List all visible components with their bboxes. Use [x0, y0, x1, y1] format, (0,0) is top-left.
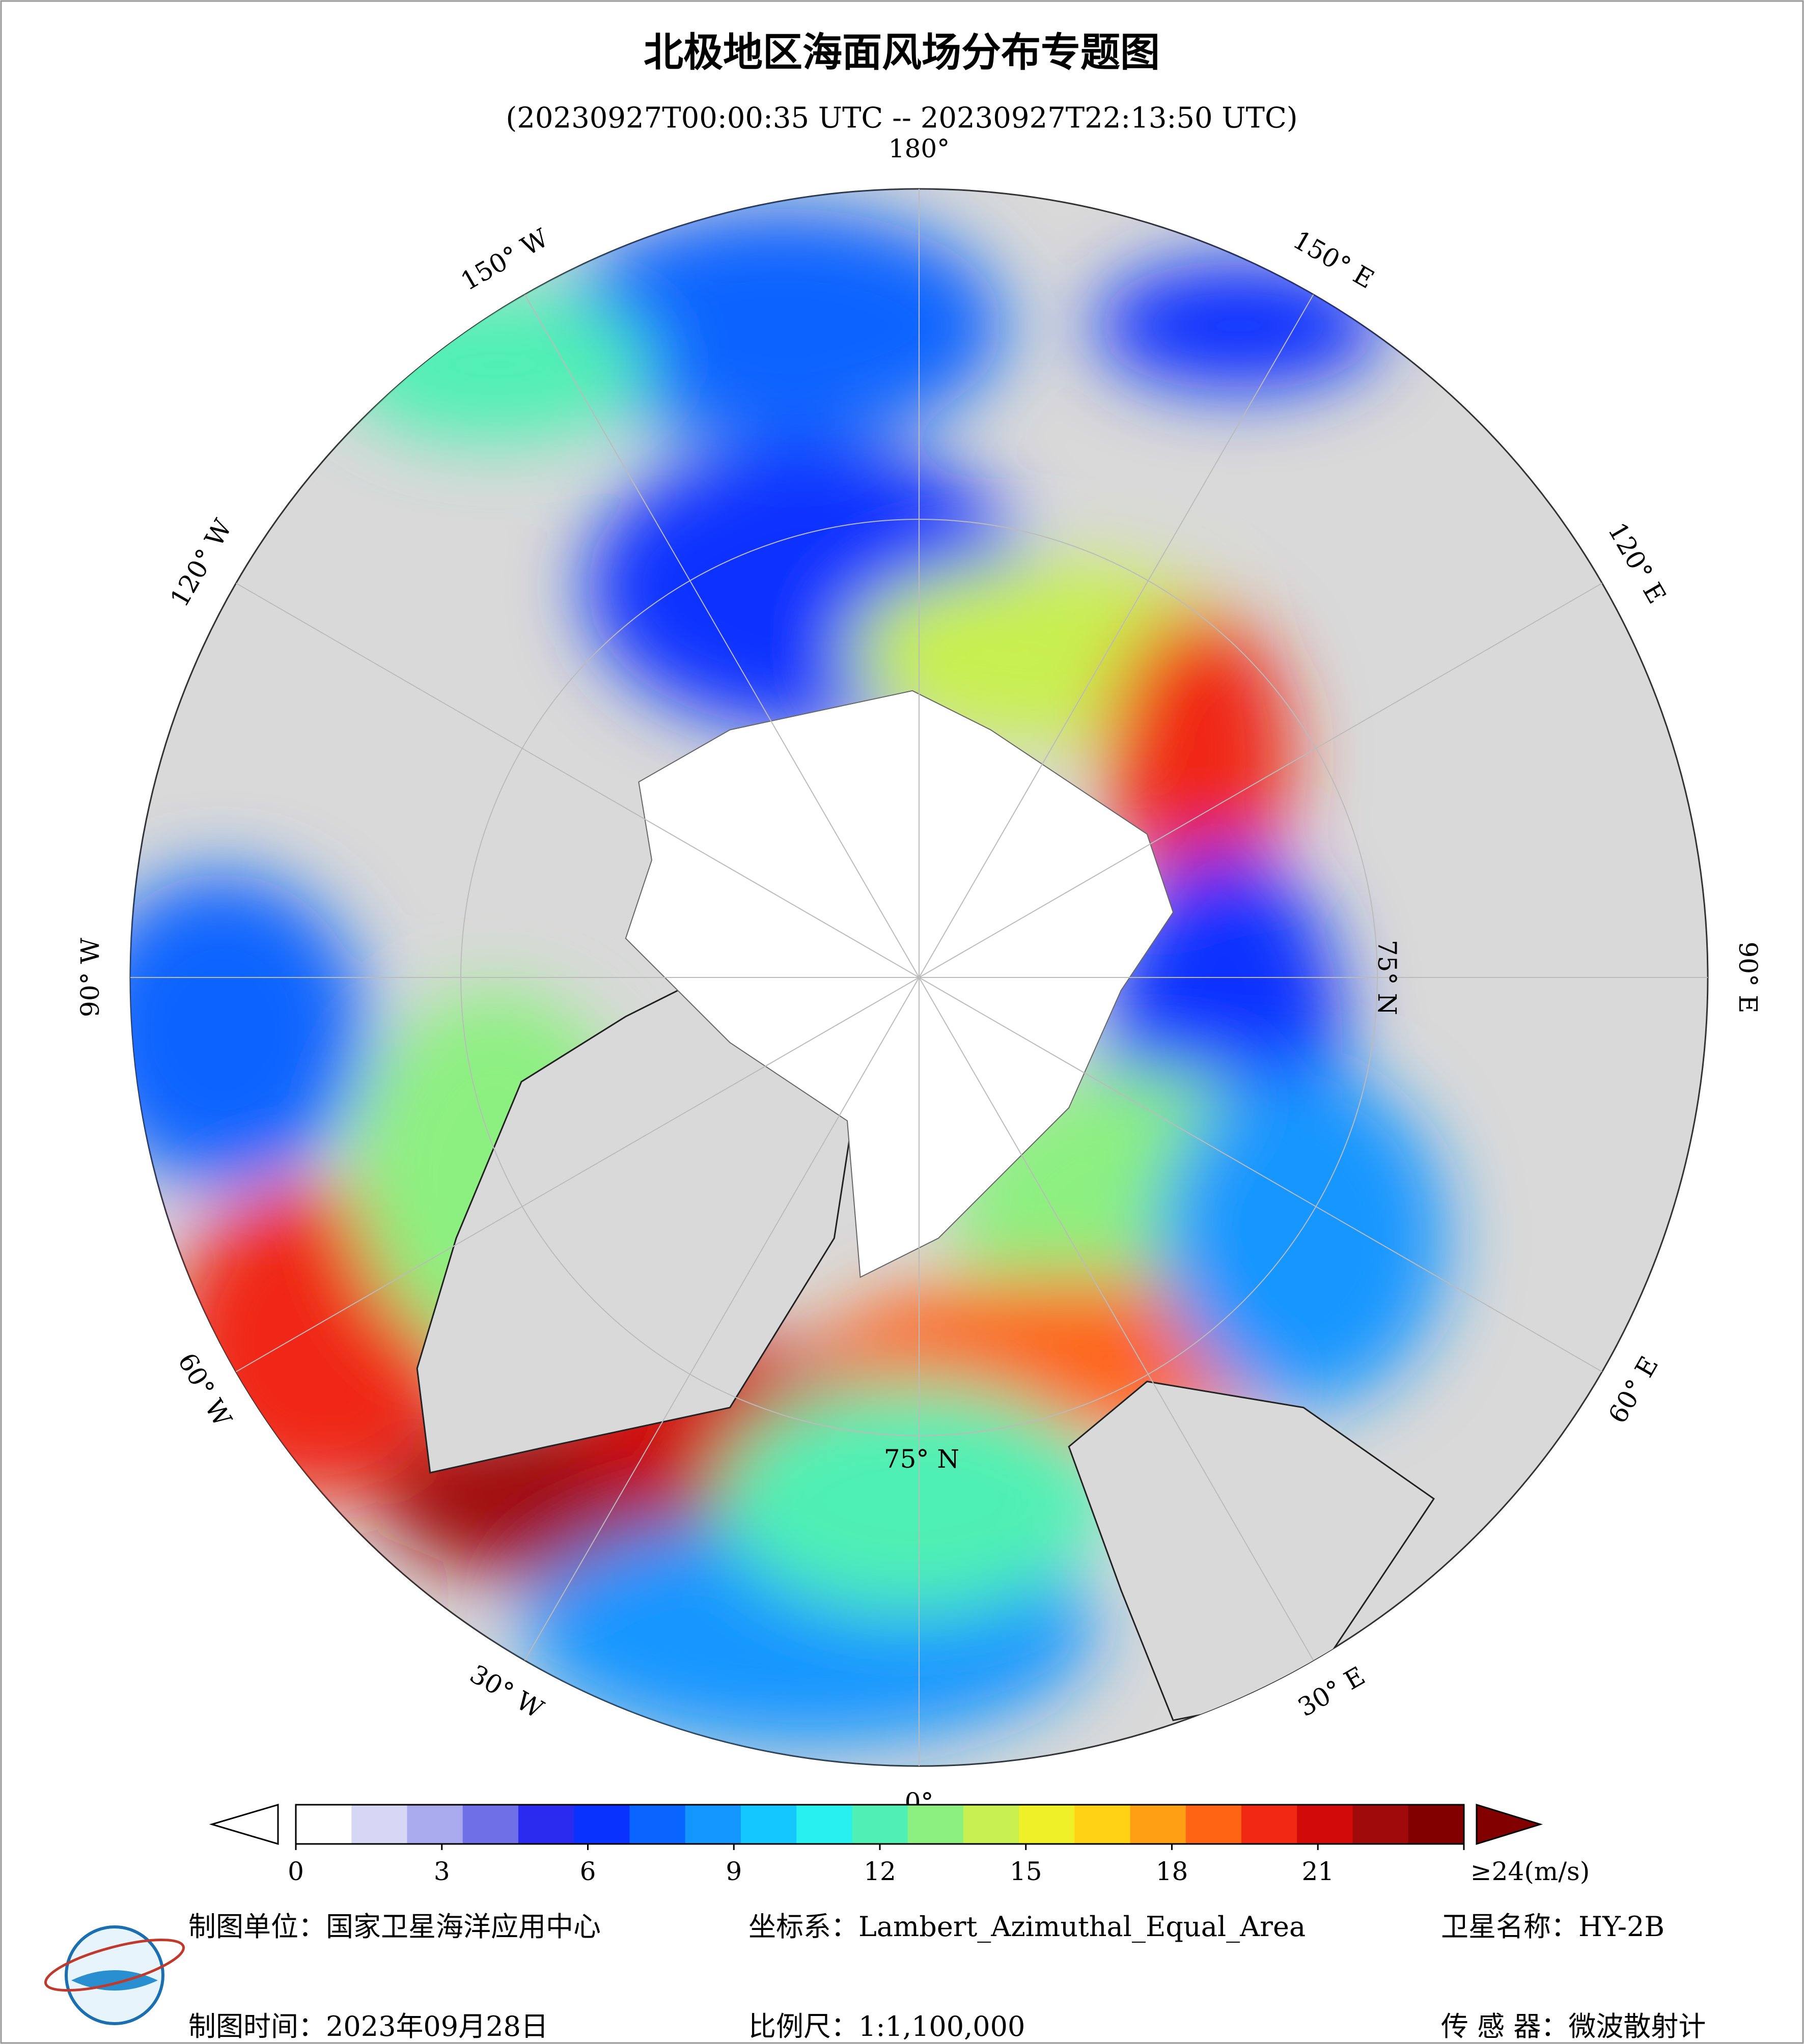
wind-region — [1108, 612, 1291, 900]
meridian — [919, 582, 1602, 978]
longitude-label: 60° W — [172, 1348, 237, 1432]
graticule — [130, 189, 1708, 1766]
meridian — [236, 977, 920, 1373]
wind-field — [130, 208, 1447, 1747]
land — [1068, 1381, 1435, 1721]
footer: 制图单位：国家卫星海洋应用中心 坐标系：Lambert_Azimuthal_Equ… — [188, 1911, 1706, 2042]
longitude-label: 60° E — [1603, 1351, 1664, 1428]
colorbar-step — [574, 1805, 630, 1844]
wind-region — [1095, 261, 1382, 391]
colorbar-step — [740, 1805, 797, 1844]
longitude-label: 180° — [889, 134, 950, 163]
colorbar-tick-label: 21 — [1301, 1857, 1334, 1886]
colorbar-step — [796, 1805, 853, 1844]
colorbar-tick-label: 6 — [580, 1857, 596, 1886]
longitude-label: 90° E — [1733, 941, 1763, 1013]
meridian — [919, 977, 1314, 1661]
colorbar-under — [209, 1803, 279, 1845]
colorbar-tick-label: 12 — [864, 1857, 896, 1886]
wind-region — [339, 287, 652, 443]
colorbar-step — [1130, 1805, 1186, 1844]
colorbar-step — [1074, 1805, 1131, 1844]
meridian — [919, 294, 1314, 978]
footer-text: 比例尺：1:1,100,000 — [748, 2010, 1025, 2042]
wind-region — [717, 1381, 1108, 1616]
longitude-label: 150° W — [456, 223, 553, 296]
footer-text: 制图单位：国家卫星海洋应用中心 — [188, 1911, 601, 1943]
colorbar-step — [1241, 1805, 1298, 1844]
longitude-label: 150° E — [1288, 225, 1379, 295]
colorbar-step — [351, 1805, 408, 1844]
sea-ice — [625, 690, 1174, 1278]
colorbar: 0 3 6 9 12 15 18 21 ≥24(m/s) — [209, 1803, 1590, 1886]
colorbar-step — [462, 1805, 519, 1844]
colorbar-step — [1408, 1805, 1464, 1844]
longitude-label: 30° W — [465, 1659, 549, 1724]
colorbar-step — [407, 1805, 463, 1844]
colorbar-step — [1297, 1805, 1353, 1844]
colorbar-step — [518, 1805, 575, 1844]
longitude-label: 120° E — [1602, 518, 1672, 609]
subtitle: (20230927T00:00:35 UTC -- 20230927T22:13… — [506, 102, 1297, 135]
colorbar-step — [629, 1805, 686, 1844]
longitude-label: 30° E — [1293, 1661, 1370, 1723]
colorbar-tick-label: 9 — [726, 1857, 742, 1886]
wind-region — [130, 873, 365, 1186]
meridian — [524, 977, 920, 1661]
colorbar-over — [1476, 1803, 1543, 1845]
colorbar-step — [685, 1805, 741, 1844]
logo — [44, 1925, 185, 2025]
meridian — [236, 582, 920, 978]
colorbar-tick-label: ≥24(m/s) — [1470, 1857, 1590, 1886]
title: 北极地区海面风场分布专题图 — [644, 30, 1160, 75]
footer-text: 制图时间：2023年09月28日 — [188, 2010, 548, 2042]
colorbar-step — [963, 1805, 1020, 1844]
wind-region — [1160, 1069, 1447, 1408]
colorbar-step — [296, 1805, 352, 1844]
latitude-label: 75° N — [1372, 940, 1402, 1015]
colorbar-step — [1019, 1805, 1075, 1844]
colorbar-tick-label: 0 — [288, 1857, 304, 1886]
colorbar-tick-label: 15 — [1010, 1857, 1042, 1886]
footer-text: 卫星名称：HY-2B — [1441, 1911, 1664, 1943]
wind-region — [560, 208, 1004, 443]
footer-text: 传 感 器：微波散射计 — [1441, 2010, 1706, 2042]
colorbar-step — [1352, 1805, 1409, 1844]
colorbar-step — [907, 1805, 964, 1844]
footer-text: 坐标系：Lambert_Azimuthal_Equal_Area — [748, 1911, 1306, 1943]
longitude-label: 120° W — [164, 514, 238, 612]
colorbar-tick-label: 3 — [434, 1857, 450, 1886]
meridian — [524, 294, 920, 978]
colorbar-step — [1185, 1805, 1242, 1844]
latitude-label: 75° N — [884, 1444, 959, 1474]
longitude-label: 90° W — [75, 937, 105, 1017]
colorbar-tick-label: 18 — [1156, 1857, 1188, 1886]
parallel — [460, 519, 1378, 1436]
colorbar-step — [852, 1805, 908, 1844]
meridian — [919, 977, 1602, 1373]
